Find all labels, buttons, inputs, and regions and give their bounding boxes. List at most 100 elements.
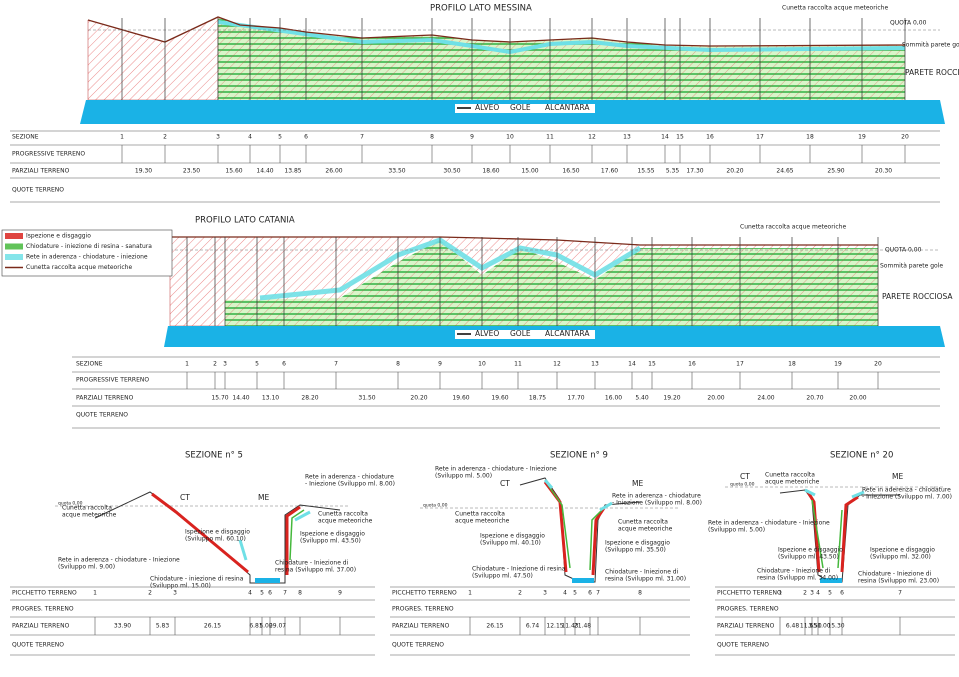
row-header: PARZIALI TERRENO	[76, 395, 134, 402]
section-number: 7	[360, 134, 364, 141]
section-number: 5	[278, 134, 282, 141]
partial-distance: 33.90	[114, 623, 131, 630]
stake-number: 5	[828, 590, 832, 597]
section-number: 4	[248, 134, 252, 141]
section-note: acque meteoriche	[318, 518, 373, 525]
partial-distance: 20.30	[875, 168, 892, 175]
section-number: 8	[396, 361, 400, 368]
partial-distance: 5.35	[666, 168, 680, 175]
direction-ct: CT	[500, 479, 510, 488]
partial-distance: 21.48	[574, 623, 591, 630]
section-number: 2	[213, 361, 217, 368]
section-number: 9	[438, 361, 442, 368]
legend-swatch	[5, 243, 23, 250]
section-note: Chiodature - Iniezione di	[858, 571, 932, 578]
partial-distance: 15.30	[827, 623, 844, 630]
section-note: Cunetta raccolta	[765, 472, 815, 479]
row-header: PARZIALI TERRENO	[12, 623, 70, 630]
partial-distance: 20.20	[410, 395, 427, 402]
quota-label: quota 0,00	[730, 482, 755, 488]
profile-note: Cunetta raccolta acque meteoriche	[782, 5, 888, 12]
row-header: PARZIALI TERRENO	[392, 623, 450, 630]
partial-distance: 29.07	[269, 623, 286, 630]
stake-number: 8	[298, 590, 302, 597]
section-note: Chiodature - Iniezione di resina	[472, 566, 566, 573]
stake-number: 3	[810, 590, 814, 597]
profile-messina	[80, 16, 945, 124]
stake-number: 4	[563, 590, 567, 597]
stake-number: 1	[778, 590, 782, 597]
row-header: PICCHETTO TERRENO	[12, 590, 77, 597]
section-note: Rete in aderenza - chiodature	[612, 493, 701, 500]
section-number: 9	[470, 134, 474, 141]
partial-distance: 33.50	[388, 168, 405, 175]
legend-label: Chiodature - iniezione di resina - sanat…	[26, 243, 152, 250]
section-number: 16	[688, 361, 696, 368]
section-number: 17	[756, 134, 764, 141]
profile-title: PROFILO LATO CATANIA	[195, 216, 295, 226]
section-note: resina (Sviluppo ml. 31.00)	[605, 576, 686, 583]
row-header: QUOTE TERRENO	[76, 412, 128, 419]
row-header: PROGRESSIVE TERRENO	[12, 151, 85, 158]
river-label: GOLE	[510, 103, 531, 112]
section-note: (Sviluppo ml. 5.00)	[435, 473, 492, 480]
profile-note: QUOTA 0,00	[885, 247, 922, 254]
row-header: PROGRES. TERRENO	[717, 606, 779, 613]
partial-distance: 24.65	[776, 168, 793, 175]
partial-distance: 15.00	[521, 168, 538, 175]
section-note: Cunetta raccolta	[455, 511, 505, 518]
stake-number: 6	[840, 590, 844, 597]
profile-note: PARETE ROCCIOSA	[905, 68, 959, 77]
section-note: Ispezione e disgaggio	[300, 531, 365, 538]
legend-label: Rete in aderenza - chiodature - iniezion…	[26, 254, 148, 261]
section-note: Rete in aderenza - chiodature - Iniezion…	[435, 466, 557, 473]
section-note: (Sviluppo ml. 9.00)	[58, 564, 115, 571]
river-label: ALCANTARA	[545, 103, 590, 112]
partial-distance: 16.50	[562, 168, 579, 175]
section-note: Cunetta raccolta	[618, 519, 668, 526]
partial-distance: 14.40	[256, 168, 273, 175]
partial-distance: 23.50	[183, 168, 200, 175]
section-note: Ispezione e disgaggio	[605, 540, 670, 547]
partial-distance: 6.48	[786, 623, 800, 630]
section-number: 20	[874, 361, 882, 368]
stake-number: 8	[638, 590, 642, 597]
stake-number: 4	[816, 590, 820, 597]
stake-number: 6	[268, 590, 272, 597]
partial-distance: 15.70	[211, 395, 228, 402]
section-note: - Iniezione (Sviluppo ml. 7.00)	[862, 494, 952, 501]
partial-distance: 13.85	[284, 168, 301, 175]
partial-distance: 19.30	[135, 168, 152, 175]
quota-label: quota 0,00	[58, 501, 83, 507]
partial-distance: 5.83	[156, 623, 170, 630]
stake-number: 7	[283, 590, 287, 597]
row-header: PICCHETTO TERRENO	[392, 590, 457, 597]
section-note: (Sviluppo ml. 43.50)	[300, 538, 361, 545]
partial-distance: 20.70	[806, 395, 823, 402]
section-number: 18	[806, 134, 814, 141]
partial-distance: 20.00	[707, 395, 724, 402]
partial-distance: 26.15	[486, 623, 503, 630]
row-header: SEZIONE	[12, 134, 39, 141]
section-note: acque meteoriche	[455, 518, 510, 525]
section-note: (Sviluppo ml. 32.00)	[870, 554, 931, 561]
row-header: SEZIONE	[76, 361, 103, 368]
partial-distance: 17.70	[567, 395, 584, 402]
section-number: 20	[901, 134, 909, 141]
section-note: Rete in aderenza - chiodature - Iniezion…	[708, 520, 830, 527]
section-note: Cunetta raccolta	[318, 511, 368, 518]
section-note: Rete in aderenza - chiodature	[862, 487, 951, 494]
section-title: SEZIONE n° 5	[185, 451, 243, 461]
section-number: 7	[334, 361, 338, 368]
direction-ct: CT	[740, 472, 750, 481]
legend-swatch	[5, 233, 23, 239]
section-number: 12	[553, 361, 561, 368]
partial-distance: 12.15	[546, 623, 563, 630]
section-note: Chiodature - iniezione di resina	[150, 576, 244, 583]
section-number: 3	[223, 361, 227, 368]
stake-number: 5	[573, 590, 577, 597]
partial-distance: 28.20	[301, 395, 318, 402]
section-number: 17	[736, 361, 744, 368]
partial-distance: 26.15	[204, 623, 221, 630]
legend-label: Cunetta raccolta acque meteoriche	[26, 264, 132, 271]
